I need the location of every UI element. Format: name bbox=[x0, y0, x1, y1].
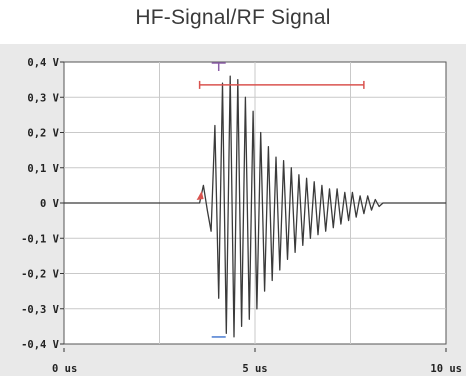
x-tick-label: 10 us bbox=[430, 363, 462, 375]
y-tick-label: -0,4 V bbox=[21, 339, 60, 351]
y-tick-label: 0,4 V bbox=[27, 57, 59, 69]
marker-group bbox=[196, 62, 365, 338]
y-axis-ticks: 0,4 V 0,3 V 0,2 V 0,1 V 0 V -0,1 V -0,2 V -0,3 … bbox=[21, 57, 64, 351]
x-tick-label: 0 us bbox=[52, 363, 77, 375]
series-line-0 bbox=[64, 75, 446, 338]
trigger-marker bbox=[196, 190, 204, 200]
x-tick-label: 5 us bbox=[242, 363, 267, 375]
chart-title: HF-Signal/RF Signal bbox=[135, 6, 331, 29]
series-group bbox=[64, 75, 446, 338]
y-tick-label: 0,2 V bbox=[27, 128, 59, 140]
x-axis-ticks: 0 us 5 us 10 us bbox=[52, 348, 462, 375]
y-tick-label: -0,2 V bbox=[21, 269, 60, 281]
y-tick-label: -0,3 V bbox=[21, 304, 60, 316]
y-tick-label: -0,1 V bbox=[21, 233, 60, 245]
y-tick-label: 0 V bbox=[40, 198, 60, 210]
y-tick-label: 0,1 V bbox=[27, 163, 59, 175]
y-tick-label: 0,3 V bbox=[27, 92, 59, 104]
